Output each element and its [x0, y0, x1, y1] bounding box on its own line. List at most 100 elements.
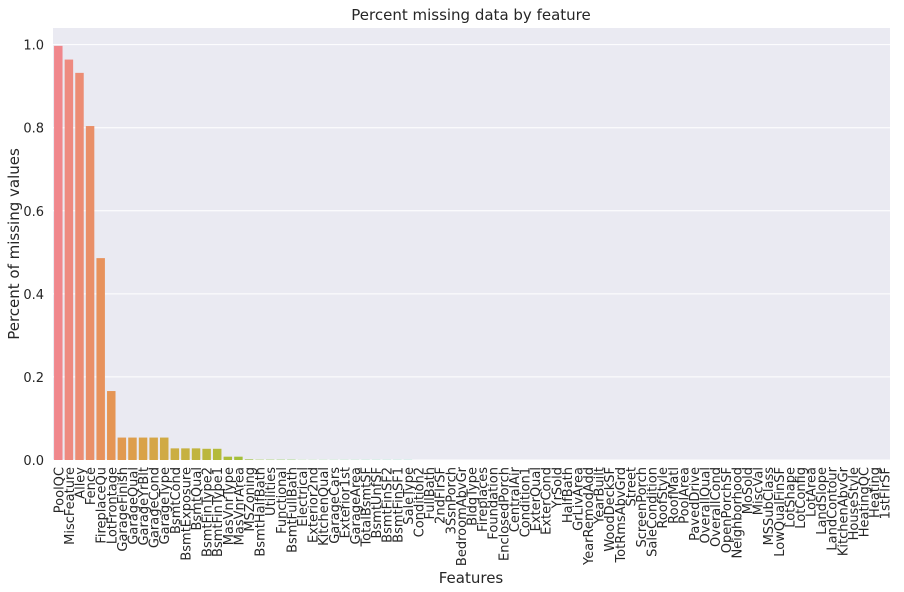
x-tick-label: GarageCars [328, 467, 343, 544]
x-tick-label: GrLivArea [571, 467, 586, 531]
x-tick-label: BsmtQual [190, 467, 205, 531]
x-tick-label: GarageYrBlt [137, 467, 152, 546]
bar [107, 391, 116, 460]
x-tick-label: GarageArea [349, 467, 364, 545]
x-tick-label: PoolArea [677, 467, 692, 524]
x-tick-label: Street [624, 467, 639, 507]
x-tick-label: Electrical [296, 467, 311, 527]
x-tick-label: ExterQual [529, 467, 544, 531]
x-tick-label: Foundation [487, 467, 502, 540]
x-tick-label: BsmtCond [169, 467, 184, 534]
x-tick-label: FireplaceQu [95, 467, 110, 544]
x-tick-label: LotFrontage [105, 467, 120, 544]
y-tick-labels: 0.0 0.2 0.4 0.6 0.8 1.0 [23, 39, 44, 469]
y-tick-label: 0.0 [23, 454, 44, 469]
x-tick-label: BldgType [466, 467, 481, 526]
y-tick-label: 0.8 [23, 122, 44, 137]
x-tick-label: YrSold [550, 467, 565, 509]
x-tick-label: OpenPorchSF [720, 467, 735, 553]
x-tick-label: Exterior2nd [307, 467, 322, 543]
y-tick-label: 0.6 [23, 205, 44, 220]
x-tick-label: YearRemodAdd [582, 467, 597, 566]
x-tick-label: Heating [868, 467, 883, 518]
x-tick-label: EnclosedPorch [497, 467, 512, 561]
x-tick-label: Condition2 [413, 467, 428, 537]
x-tick-label: MasVnrArea [232, 467, 247, 545]
y-tick-label: 1.0 [23, 39, 44, 54]
x-tick-label: HalfBath [561, 467, 576, 523]
x-tick-label: MiscVal [752, 467, 767, 515]
x-tick-label: BsmtFinType1 [211, 467, 226, 557]
bar [85, 126, 95, 461]
bar [75, 72, 84, 460]
x-tick-label: TotRmsAbvGrd [614, 467, 629, 564]
x-tick-label: BsmtExposure [179, 467, 194, 561]
bar [64, 59, 74, 461]
bar [202, 448, 211, 460]
x-tick-label: KitchenQual [317, 467, 332, 546]
x-tick-label: 2ndFlrSF [434, 467, 449, 524]
x-tick-label: LowQualFinSF [773, 467, 788, 557]
x-axis-label: Features [439, 569, 504, 587]
x-tick-label: PavedDrive [688, 467, 703, 541]
bar [138, 437, 148, 460]
x-tick-label: FullBath [423, 467, 438, 519]
grid-lines [53, 44, 890, 461]
bar [170, 448, 180, 460]
x-tick-label: BsmtFinSF1 [391, 467, 406, 543]
bar [54, 45, 63, 460]
x-tick-label: ExterCond [540, 467, 555, 535]
bar [244, 459, 254, 460]
x-tick-label: BsmtHalfBath [254, 467, 269, 557]
x-tick-label: BsmtFinType2 [201, 467, 216, 557]
x-tick-label: BsmtFinSF2 [381, 467, 396, 543]
bar [160, 437, 169, 460]
x-tick-label: GarageCond [148, 467, 163, 548]
bar [212, 448, 222, 460]
x-tick-label: RoofStyle [656, 467, 671, 529]
x-tick-label: Utilities [264, 467, 279, 516]
x-tick-label: MoSold [741, 467, 756, 514]
x-tick-label: Exterior1st [338, 467, 353, 538]
x-tick-label: Neighborhood [730, 467, 745, 559]
x-tick-label: MSZoning [243, 467, 258, 532]
x-tick-label: LandSlope [815, 467, 830, 535]
x-tick-label: WoodDeckSF [603, 467, 618, 552]
x-tick-label: Fireplaces [476, 467, 491, 532]
x-tick-label: CentralAir [508, 466, 523, 532]
bar [191, 448, 201, 460]
x-tick-label: Alley [73, 467, 88, 499]
x-tick-label: HeatingQC [858, 467, 873, 537]
x-tick-label: BsmtUnfSF [370, 467, 385, 539]
x-tick-label: Functional [275, 467, 290, 534]
y-axis-label: Percent of missing values [5, 148, 23, 340]
x-tick-label: 3SsnPorch [444, 467, 459, 534]
x-tick-label: MasVnrType [222, 467, 237, 545]
bar [181, 448, 190, 460]
x-tick-label: LandContour [826, 466, 841, 550]
x-tick-label: GarageQual [126, 467, 141, 545]
x-tick-label: PoolQC [52, 467, 67, 513]
x-tick-label: ScreenPorch [635, 467, 650, 547]
y-tick-label: 0.2 [23, 371, 44, 386]
x-tick-label: Fence [84, 467, 99, 505]
bar [234, 456, 243, 460]
x-tick-label: 1stFlrSF [879, 467, 894, 519]
x-tick-label: LotConfig [794, 467, 809, 529]
x-tick-label: MiscFeature [63, 467, 78, 545]
x-tick-label: GarageType [158, 467, 173, 544]
x-tick-label: OverallQual [699, 467, 714, 544]
x-tick-label: BsmtFullBath [285, 467, 300, 553]
plot-background [53, 28, 890, 460]
bars [54, 45, 413, 461]
chart-title: Percent missing data by feature [351, 6, 590, 24]
x-tick-label: SaleType [402, 467, 417, 525]
x-tick-label: TotalBsmtSF [360, 467, 375, 548]
bar [128, 437, 137, 460]
x-tick-label: LotShape [783, 467, 798, 528]
x-tick-label: MSSubClass [762, 467, 777, 546]
bar [149, 437, 158, 460]
x-tick-label: SaleCondition [646, 467, 661, 557]
bar [96, 258, 105, 460]
bar [223, 456, 233, 460]
